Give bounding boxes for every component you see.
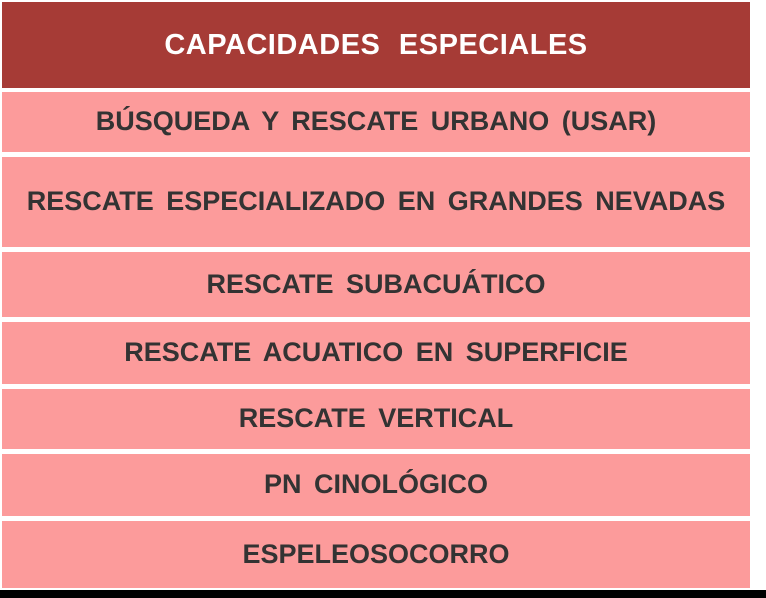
table-title: CAPACIDADES ESPECIALES xyxy=(164,28,588,61)
capability-row-subacuatico: RESCATE SUBACUÁTICO xyxy=(2,252,750,317)
capability-row-vertical: RESCATE VERTICAL xyxy=(2,389,750,449)
capability-row-cinologico: PN CINOLÓGICO xyxy=(2,454,750,516)
capability-row-acuatico-superficie: RESCATE ACUATICO EN SUPERFICIE xyxy=(2,322,750,384)
capabilities-table: CAPACIDADES ESPECIALES BÚSQUEDA Y RESCAT… xyxy=(2,2,750,588)
bottom-edge-bar xyxy=(0,590,766,598)
capability-row-espeleosocorro: ESPELEOSOCORRO xyxy=(2,521,750,588)
table-header: CAPACIDADES ESPECIALES xyxy=(2,2,750,88)
capability-row-nevadas: RESCATE ESPECIALIZADO EN GRANDES NEVADAS xyxy=(2,157,750,247)
capability-row-usar: BÚSQUEDA Y RESCATE URBANO (USAR) xyxy=(2,92,750,152)
